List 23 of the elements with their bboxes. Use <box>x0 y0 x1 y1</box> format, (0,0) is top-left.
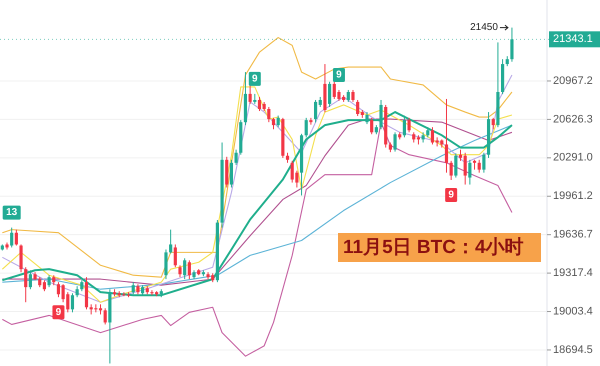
y-tick-label: 19961.2 <box>553 190 593 202</box>
annotation: 21450 <box>470 22 498 34</box>
title: 11月5日 BTC：4小时 <box>338 233 541 262</box>
y-tick-label: 20291.0 <box>553 152 593 164</box>
annotation: 9 <box>52 305 64 320</box>
annotation: 13 <box>6 207 18 218</box>
annotation: 13 <box>2 206 21 220</box>
annotation: 9 <box>248 72 261 86</box>
y-tick-label: 19636.7 <box>553 228 593 241</box>
annotation: 9 <box>252 74 258 85</box>
y-tick-label: 19317.4 <box>553 267 593 280</box>
annotation: 21450 <box>470 22 509 34</box>
y-tick-label: 18694.5 <box>553 344 593 356</box>
ref-line: 21343.1 <box>0 31 600 48</box>
y-tick-label: 20967.2 <box>553 74 593 87</box>
annotation: 9 <box>445 188 458 202</box>
annotation: 9 <box>448 190 454 201</box>
ref-line-label: 21343.1 <box>553 33 593 46</box>
annotation: 9 <box>56 306 62 318</box>
y-tick-label: 19003.4 <box>553 305 593 318</box>
annotation: 9 <box>332 68 345 82</box>
annotation: 9 <box>336 70 342 81</box>
y-tick-label: 20626.3 <box>553 113 593 126</box>
